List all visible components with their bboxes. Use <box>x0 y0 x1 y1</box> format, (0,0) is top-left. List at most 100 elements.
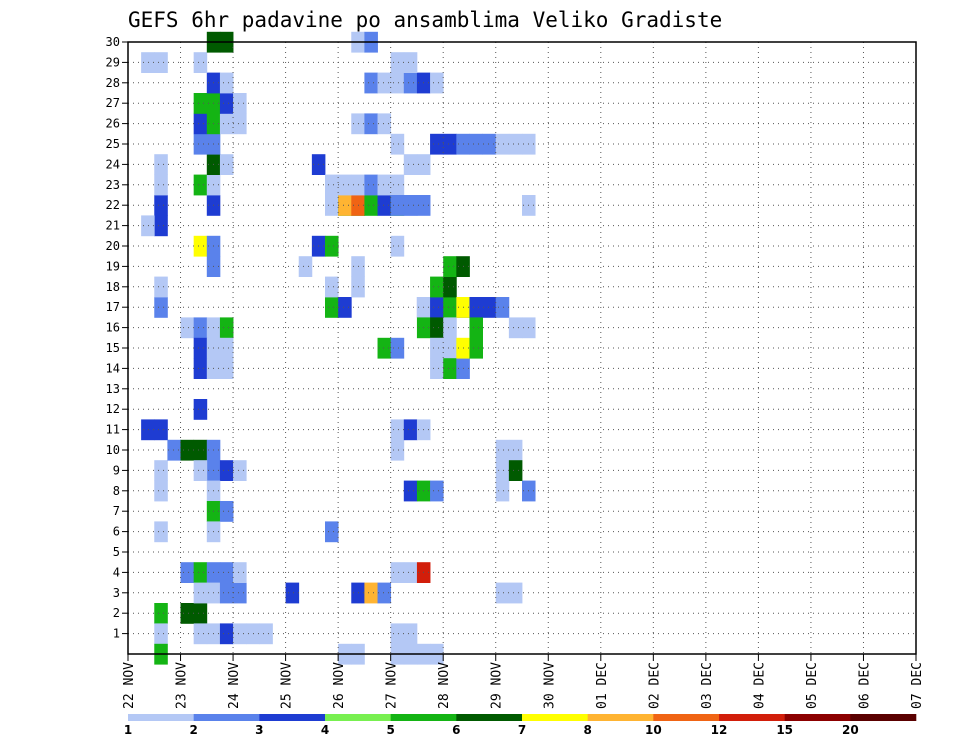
y-tick-label: 28 <box>106 76 120 90</box>
colorbar-label: 5 <box>386 723 394 737</box>
precip-cell <box>443 133 457 155</box>
precip-cell <box>443 358 457 379</box>
colorbar-label: 1 <box>124 723 132 737</box>
precip-cell <box>364 72 378 94</box>
precip-cell <box>233 623 247 645</box>
precip-cell <box>443 317 457 339</box>
precip-cell <box>193 317 208 339</box>
precip-cell <box>430 297 444 318</box>
colorbar-swatch <box>456 714 523 721</box>
colorbar-label: 15 <box>776 723 793 737</box>
precip-cell <box>154 480 168 502</box>
y-tick-label: 30 <box>106 35 120 49</box>
precip-cell <box>180 562 195 583</box>
grid-lines <box>128 41 916 654</box>
y-tick-label: 27 <box>106 96 120 110</box>
precip-cell <box>193 93 208 114</box>
precip-cell <box>154 154 168 175</box>
precip-cell <box>377 174 392 196</box>
x-tick-label: 30 NOV <box>542 662 557 709</box>
precip-cell <box>154 276 168 298</box>
precip-cell <box>193 582 208 604</box>
y-tick-label: 9 <box>113 463 120 477</box>
precip-cell <box>219 358 234 379</box>
colorbar-label: 4 <box>321 723 329 737</box>
precip-cell <box>285 582 300 604</box>
colorbar-swatch <box>522 714 588 721</box>
colorbar-label: 7 <box>518 723 526 737</box>
precip-cell <box>377 582 392 604</box>
x-tick-label: 01 DEC <box>595 662 610 709</box>
precip-cell <box>325 174 339 196</box>
precip-cell <box>469 337 483 359</box>
y-tick-label: 22 <box>106 198 120 212</box>
chart-title: GEFS 6hr padavine po ansamblima Veliko G… <box>128 8 722 32</box>
y-tick-label: 7 <box>113 504 120 518</box>
precip-cell <box>403 562 418 583</box>
precip-cell <box>495 480 510 502</box>
precip-cell <box>193 623 208 645</box>
y-tick-label: 18 <box>106 280 120 294</box>
precip-cell <box>325 276 339 298</box>
y-tick-label: 25 <box>106 137 120 151</box>
precip-cell <box>180 317 195 339</box>
precip-cell <box>233 93 247 114</box>
precip-cell <box>219 337 234 359</box>
colorbar-label: 6 <box>452 723 460 737</box>
precip-cell <box>193 399 208 420</box>
precip-cell <box>246 623 260 645</box>
x-tick-label: 24 NOV <box>227 662 242 709</box>
precip-cell <box>377 113 392 135</box>
y-tick-label: 12 <box>106 402 120 416</box>
x-tick-label: 23 NOV <box>175 662 190 709</box>
precip-cell <box>469 297 483 318</box>
precip-cell <box>219 72 234 94</box>
heatmap-cells <box>141 31 536 665</box>
precip-cell <box>430 337 444 359</box>
precip-cell <box>364 195 378 216</box>
y-tick-label: 16 <box>106 321 120 335</box>
precip-cell <box>325 195 339 216</box>
precip-cell <box>325 297 339 318</box>
precip-cell <box>219 501 234 522</box>
precip-cell <box>154 195 168 216</box>
precip-cell <box>193 113 208 135</box>
precip-cell <box>233 562 247 583</box>
y-tick-label: 10 <box>106 443 120 457</box>
x-tick-label: 25 NOV <box>280 662 295 709</box>
colorbar-swatch <box>587 714 654 721</box>
precip-cell <box>193 358 208 379</box>
precip-cell <box>233 460 247 481</box>
precip-cell <box>495 582 510 604</box>
precip-cell <box>154 215 168 237</box>
precip-cell <box>482 133 497 155</box>
precip-cell <box>193 133 208 155</box>
precip-cell <box>508 317 523 339</box>
colorbar-label: 20 <box>842 723 859 737</box>
precip-cell <box>338 297 352 318</box>
precip-cell <box>443 276 457 298</box>
precip-cell <box>482 297 497 318</box>
precip-cell <box>508 133 523 155</box>
y-tick-label: 19 <box>106 259 120 273</box>
precip-cell <box>430 133 444 155</box>
y-tick-label: 1 <box>113 627 120 641</box>
precip-cell <box>219 460 234 481</box>
precip-cell <box>390 337 405 359</box>
precip-cell <box>390 195 405 216</box>
precip-cell <box>154 521 168 543</box>
precip-cell <box>219 562 234 583</box>
colorbar-swatch <box>784 714 851 721</box>
precip-cell <box>193 52 208 73</box>
y-tick-label: 20 <box>106 239 120 253</box>
precip-cell <box>180 603 195 624</box>
precip-cell <box>390 72 405 94</box>
colorbar-swatch <box>653 714 720 721</box>
precip-cell <box>469 317 483 339</box>
y-tick-label: 4 <box>113 565 120 579</box>
y-tick-label: 21 <box>106 219 120 233</box>
x-tick-label: 27 NOV <box>385 662 400 709</box>
precip-cell <box>390 235 405 257</box>
precip-cell <box>219 93 234 114</box>
precip-cell <box>430 276 444 298</box>
